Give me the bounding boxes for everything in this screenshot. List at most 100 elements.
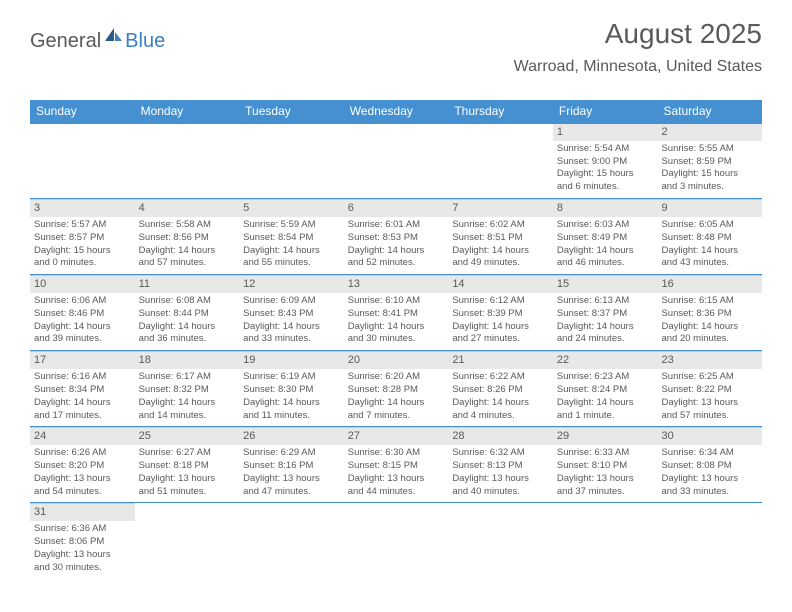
day-cell	[30, 124, 135, 198]
day-sunrise: Sunrise: 6:01 AM	[348, 219, 445, 232]
day-cell: 3Sunrise: 5:57 AMSunset: 8:57 PMDaylight…	[30, 199, 135, 274]
day-sunset: Sunset: 8:18 PM	[139, 460, 236, 473]
day-cell: 16Sunrise: 6:15 AMSunset: 8:36 PMDayligh…	[657, 275, 762, 350]
day-number: 18	[135, 352, 240, 369]
day-daylight2: and 33 minutes.	[243, 333, 340, 346]
day-number: 5	[239, 200, 344, 217]
day-daylight1: Daylight: 14 hours	[243, 397, 340, 410]
day-daylight2: and 36 minutes.	[139, 333, 236, 346]
day-daylight1: Daylight: 14 hours	[139, 397, 236, 410]
day-sunset: Sunset: 8:53 PM	[348, 232, 445, 245]
day-number: 17	[30, 352, 135, 369]
logo-text-general: General	[30, 30, 101, 53]
day-number: 9	[657, 200, 762, 217]
day-sunrise: Sunrise: 6:05 AM	[661, 219, 758, 232]
day-cell	[135, 503, 240, 578]
week-row: 3Sunrise: 5:57 AMSunset: 8:57 PMDaylight…	[30, 199, 762, 275]
day-sunset: Sunset: 8:08 PM	[661, 460, 758, 473]
day-sunset: Sunset: 8:44 PM	[139, 308, 236, 321]
day-number: 19	[239, 352, 344, 369]
day-daylight1: Daylight: 14 hours	[348, 397, 445, 410]
day-cell: 1Sunrise: 5:54 AMSunset: 9:00 PMDaylight…	[553, 124, 658, 198]
day-number: 15	[553, 276, 658, 293]
logo-sail-icon	[105, 28, 123, 47]
day-number: 22	[553, 352, 658, 369]
day-daylight2: and 3 minutes.	[661, 181, 758, 194]
day-daylight2: and 49 minutes.	[452, 257, 549, 270]
day-sunset: Sunset: 8:22 PM	[661, 384, 758, 397]
day-header-cell: Friday	[553, 100, 658, 124]
day-daylight2: and 37 minutes.	[557, 486, 654, 499]
day-number: 23	[657, 352, 762, 369]
day-cell: 27Sunrise: 6:30 AMSunset: 8:15 PMDayligh…	[344, 427, 449, 502]
day-daylight1: Daylight: 14 hours	[348, 321, 445, 334]
day-sunset: Sunset: 8:34 PM	[34, 384, 131, 397]
day-cell: 22Sunrise: 6:23 AMSunset: 8:24 PMDayligh…	[553, 351, 658, 426]
day-sunset: Sunset: 8:20 PM	[34, 460, 131, 473]
day-daylight1: Daylight: 14 hours	[348, 245, 445, 258]
day-cell: 4Sunrise: 5:58 AMSunset: 8:56 PMDaylight…	[135, 199, 240, 274]
day-cell	[553, 503, 658, 578]
day-sunset: Sunset: 8:46 PM	[34, 308, 131, 321]
day-sunrise: Sunrise: 5:54 AM	[557, 143, 654, 156]
day-daylight2: and 47 minutes.	[243, 486, 340, 499]
day-daylight1: Daylight: 14 hours	[34, 397, 131, 410]
day-sunrise: Sunrise: 6:23 AM	[557, 371, 654, 384]
day-number: 27	[344, 428, 449, 445]
day-cell: 24Sunrise: 6:26 AMSunset: 8:20 PMDayligh…	[30, 427, 135, 502]
week-row: 10Sunrise: 6:06 AMSunset: 8:46 PMDayligh…	[30, 275, 762, 351]
day-sunrise: Sunrise: 6:16 AM	[34, 371, 131, 384]
day-number: 16	[657, 276, 762, 293]
day-cell: 7Sunrise: 6:02 AMSunset: 8:51 PMDaylight…	[448, 199, 553, 274]
day-number: 1	[553, 124, 658, 141]
day-sunset: Sunset: 8:28 PM	[348, 384, 445, 397]
day-sunset: Sunset: 8:43 PM	[243, 308, 340, 321]
day-daylight1: Daylight: 13 hours	[661, 473, 758, 486]
day-sunrise: Sunrise: 6:25 AM	[661, 371, 758, 384]
day-daylight2: and 27 minutes.	[452, 333, 549, 346]
day-cell: 23Sunrise: 6:25 AMSunset: 8:22 PMDayligh…	[657, 351, 762, 426]
day-daylight1: Daylight: 14 hours	[452, 245, 549, 258]
day-sunset: Sunset: 8:06 PM	[34, 536, 131, 549]
day-daylight2: and 46 minutes.	[557, 257, 654, 270]
day-cell: 8Sunrise: 6:03 AMSunset: 8:49 PMDaylight…	[553, 199, 658, 274]
day-sunset: Sunset: 8:16 PM	[243, 460, 340, 473]
day-sunrise: Sunrise: 6:02 AM	[452, 219, 549, 232]
day-daylight1: Daylight: 14 hours	[557, 321, 654, 334]
day-cell	[344, 124, 449, 198]
day-header-cell: Wednesday	[344, 100, 449, 124]
day-daylight2: and 0 minutes.	[34, 257, 131, 270]
day-cell: 5Sunrise: 5:59 AMSunset: 8:54 PMDaylight…	[239, 199, 344, 274]
day-sunset: Sunset: 8:13 PM	[452, 460, 549, 473]
day-sunrise: Sunrise: 6:19 AM	[243, 371, 340, 384]
day-number: 3	[30, 200, 135, 217]
day-cell: 28Sunrise: 6:32 AMSunset: 8:13 PMDayligh…	[448, 427, 553, 502]
day-number: 12	[239, 276, 344, 293]
week-row: 24Sunrise: 6:26 AMSunset: 8:20 PMDayligh…	[30, 427, 762, 503]
logo: General Blue	[30, 28, 165, 55]
day-daylight1: Daylight: 14 hours	[139, 245, 236, 258]
day-sunset: Sunset: 8:54 PM	[243, 232, 340, 245]
day-sunrise: Sunrise: 6:22 AM	[452, 371, 549, 384]
day-daylight2: and 24 minutes.	[557, 333, 654, 346]
day-daylight1: Daylight: 14 hours	[557, 397, 654, 410]
day-number: 29	[553, 428, 658, 445]
day-cell	[239, 124, 344, 198]
day-daylight1: Daylight: 13 hours	[34, 549, 131, 562]
day-header-cell: Thursday	[448, 100, 553, 124]
day-number: 10	[30, 276, 135, 293]
day-daylight2: and 43 minutes.	[661, 257, 758, 270]
day-sunrise: Sunrise: 6:15 AM	[661, 295, 758, 308]
day-number: 25	[135, 428, 240, 445]
day-daylight2: and 11 minutes.	[243, 410, 340, 423]
day-cell: 12Sunrise: 6:09 AMSunset: 8:43 PMDayligh…	[239, 275, 344, 350]
day-daylight1: Daylight: 13 hours	[139, 473, 236, 486]
day-daylight1: Daylight: 14 hours	[452, 397, 549, 410]
day-daylight2: and 1 minute.	[557, 410, 654, 423]
day-sunrise: Sunrise: 6:08 AM	[139, 295, 236, 308]
day-number: 6	[344, 200, 449, 217]
day-daylight1: Daylight: 14 hours	[243, 321, 340, 334]
day-daylight1: Daylight: 13 hours	[557, 473, 654, 486]
day-cell: 15Sunrise: 6:13 AMSunset: 8:37 PMDayligh…	[553, 275, 658, 350]
day-sunrise: Sunrise: 6:13 AM	[557, 295, 654, 308]
